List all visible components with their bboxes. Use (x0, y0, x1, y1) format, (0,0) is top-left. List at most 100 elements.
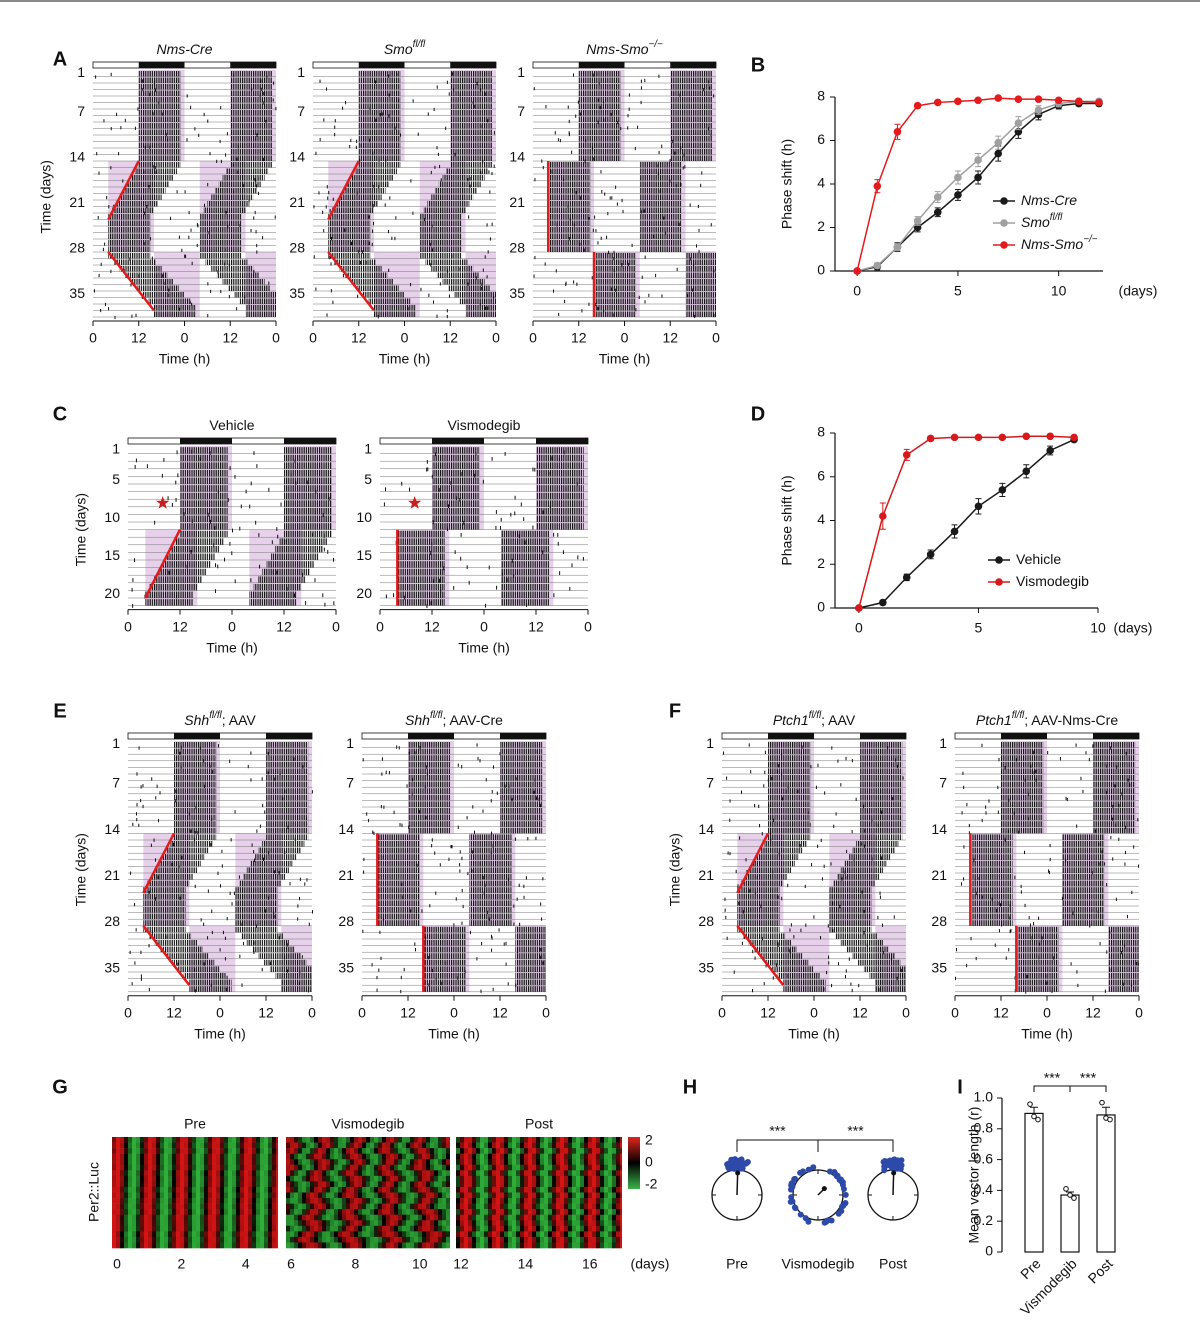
activity-spike (286, 943, 288, 947)
activity-spike (781, 896, 783, 901)
heatmap-cell (464, 1148, 469, 1154)
activity (515, 939, 546, 946)
heatmap-cell (112, 1153, 117, 1160)
heatmap-cell (532, 1236, 537, 1243)
activity-spike (430, 601, 432, 605)
heatmap-cell (366, 1175, 371, 1182)
heatmap-cell (576, 1153, 581, 1160)
heatmap-cell (176, 1153, 181, 1160)
heatmap-cell (472, 1214, 477, 1221)
heatmap-cell (414, 1192, 419, 1199)
heatmap-cell (224, 1225, 229, 1232)
heatmap-cell (374, 1142, 379, 1149)
heatmap-cell (322, 1242, 327, 1249)
heatmap-cell (584, 1142, 589, 1149)
heatmap-cell (504, 1142, 509, 1149)
heatmap-cell (290, 1148, 295, 1154)
heatmap-cell (516, 1192, 521, 1199)
activity (408, 794, 451, 801)
activity-spike (569, 586, 571, 591)
heatmap-cell (350, 1225, 355, 1232)
activity (180, 515, 228, 522)
heatmap-cell (326, 1203, 331, 1210)
activity-spike (140, 196, 142, 200)
activity-spike (955, 976, 957, 981)
heatmap-cell (306, 1175, 311, 1182)
heatmap-cell (112, 1214, 117, 1221)
activity-spike (256, 184, 258, 188)
activity-spike (621, 198, 623, 203)
heatmap-cell (620, 1181, 622, 1188)
activity (454, 291, 496, 298)
heatmap-cell (268, 1192, 273, 1199)
heatmap-cell (338, 1203, 343, 1210)
activity (745, 873, 788, 880)
heatmap-cell (112, 1159, 117, 1166)
activity-spike (420, 287, 422, 292)
heatmap-cell (492, 1242, 497, 1249)
activity (199, 233, 242, 239)
activity-spike (135, 812, 137, 816)
activity (230, 116, 273, 122)
heatmap-cell (394, 1142, 399, 1149)
activity (578, 148, 621, 155)
heatmap-cell (350, 1153, 355, 1160)
heatmap-cell (536, 1159, 541, 1166)
activity-spike (211, 930, 213, 935)
heatmap-cell (298, 1236, 303, 1243)
heatmap-cell (544, 1137, 549, 1143)
activity-spike (227, 498, 229, 502)
activity-spike (153, 81, 155, 85)
heatmap-cell (128, 1203, 133, 1210)
y-axis-label: Per2::Luc (86, 1162, 102, 1222)
activity (211, 265, 254, 272)
activity-spike (378, 968, 380, 972)
activity-spike (217, 871, 219, 875)
activity (230, 90, 273, 96)
heatmap-cell (192, 1137, 197, 1143)
heatmap-cell (184, 1148, 189, 1154)
activity-spike (131, 587, 133, 592)
heatmap-cell (144, 1148, 149, 1154)
heatmap-cell (460, 1153, 465, 1160)
heatmap-cell (552, 1142, 557, 1149)
activity-spike (467, 871, 469, 876)
heatmap-cell (294, 1137, 299, 1143)
heatmap-cell (422, 1153, 427, 1160)
activity-spike (532, 467, 534, 472)
activity (397, 599, 445, 606)
heatmap-cell (264, 1236, 269, 1243)
activity (1093, 755, 1136, 761)
activity-spike (1089, 924, 1091, 928)
dark-bar (408, 733, 454, 739)
activity-spike (287, 825, 289, 830)
heatmap-cell (386, 1192, 391, 1199)
heatmap-cell (188, 1198, 193, 1204)
heatmap-cell (220, 1175, 225, 1182)
heatmap-cell (248, 1170, 253, 1177)
plot-title: Ptch1fl/fl; AAV-Nms-Cre (976, 710, 1118, 728)
activity (258, 576, 306, 583)
activity (174, 801, 217, 807)
heatmap-cell (310, 1236, 315, 1243)
activity-spike (592, 228, 594, 232)
activity-spike (553, 593, 555, 598)
activity (670, 96, 713, 103)
heatmap-cell (164, 1170, 169, 1177)
heatmap-cell (212, 1225, 217, 1232)
heatmap-cell (418, 1181, 423, 1188)
activity (548, 174, 591, 181)
activity (158, 860, 201, 867)
heatmap-cell (608, 1164, 613, 1171)
activity (1062, 887, 1105, 893)
activity-spike (225, 153, 227, 157)
activity-spike (250, 481, 252, 486)
x-tick-label: 12 (131, 330, 147, 346)
heatmap-cell (268, 1153, 273, 1160)
x-axis-label: Time (h) (788, 1026, 840, 1042)
heatmap-cell (464, 1220, 469, 1227)
activity-spike (431, 474, 433, 479)
heatmap-cell (212, 1209, 217, 1215)
heatmap-cell (260, 1153, 265, 1160)
activity (436, 272, 479, 278)
